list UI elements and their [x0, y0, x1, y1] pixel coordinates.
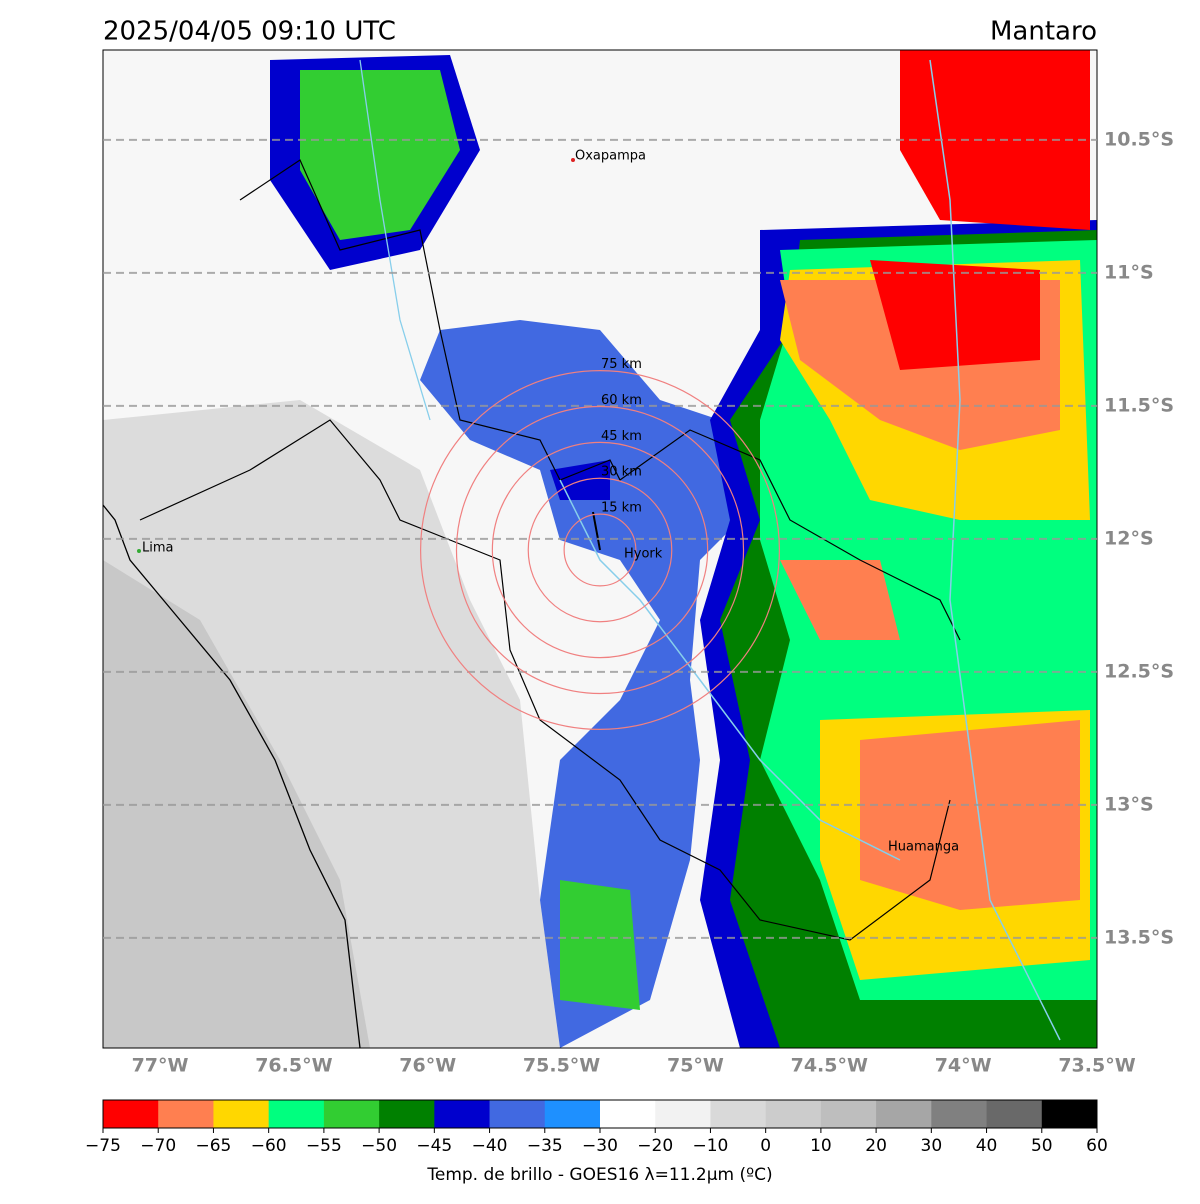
range-ring — [419, 369, 781, 731]
ring-label: 75 km — [601, 357, 642, 372]
colorbar-tick-label: −60 — [251, 1136, 287, 1156]
colorbar-bin — [655, 1100, 711, 1128]
colorbar-label: Temp. de brillo - GOES16 λ=11.2μm (ºC) — [426, 1165, 772, 1185]
title: 2025/04/05 09:10 UTC — [103, 17, 396, 47]
colorbar-bin — [876, 1100, 932, 1128]
ring-label: 30 km — [601, 465, 642, 480]
colorbar-tick-label: −35 — [527, 1136, 563, 1156]
range-ring — [455, 405, 745, 695]
colorbar-tick-label: 40 — [976, 1136, 998, 1156]
colorbar-tick-label: −55 — [306, 1136, 342, 1156]
colorbar-tick-label: −45 — [416, 1136, 452, 1156]
colorbar-bin — [323, 1100, 380, 1128]
lon-label: 74°W — [935, 1055, 992, 1077]
range-ring — [563, 513, 637, 587]
lon-label: 74.5°W — [791, 1055, 868, 1077]
lon-label: 76.5°W — [255, 1055, 332, 1077]
colorbar-tick-label: 0 — [760, 1136, 771, 1156]
colorbar-tick-label: −70 — [140, 1136, 176, 1156]
colorbar-tick-label: −40 — [472, 1136, 508, 1156]
map-frame — [102, 49, 1098, 1049]
colorbar-bin — [213, 1100, 270, 1128]
colorbar-bin — [489, 1100, 546, 1128]
colorbar-tick-label: −65 — [195, 1136, 231, 1156]
ring-label: 60 km — [601, 393, 642, 408]
colorbar-bin — [379, 1100, 435, 1128]
colorbar-bin — [1041, 1100, 1098, 1128]
lat-label: 12°S — [1104, 527, 1154, 549]
lat-label: 10.5°S — [1104, 128, 1174, 150]
map-background — [103, 50, 1097, 1048]
colorbar-tick-label: 20 — [865, 1136, 887, 1156]
colorbar-tick-label: −10 — [692, 1136, 728, 1156]
ring-label: 15 km — [601, 501, 642, 516]
colorbar-tick-label: 10 — [810, 1136, 832, 1156]
range-ring — [527, 477, 673, 623]
colorbar-bin — [103, 1100, 159, 1128]
lat-label: 11.5°S — [1104, 394, 1174, 416]
colorbar-bin — [268, 1100, 325, 1128]
place-label: Huamanga — [888, 840, 959, 855]
colorbar-tick-label: −75 — [85, 1136, 121, 1156]
colorbar-tick-label: 60 — [1086, 1136, 1108, 1156]
colorbar-bin — [544, 1100, 601, 1128]
range-ring — [491, 441, 709, 659]
place-label: Lima — [142, 541, 173, 556]
lon-label: 73.5°W — [1058, 1055, 1135, 1077]
place-label: Oxapampa — [575, 149, 646, 164]
place-label: Hyork — [624, 547, 663, 562]
colorbar-bin — [434, 1100, 491, 1128]
lon-label: 75.5°W — [523, 1055, 600, 1077]
colorbar-bin — [931, 1100, 988, 1128]
lat-label: 12.5°S — [1104, 660, 1174, 682]
colorbar-bin — [765, 1100, 822, 1128]
lon-label: 76°W — [399, 1055, 456, 1077]
lon-label: 75°W — [667, 1055, 724, 1077]
ring-label: 45 km — [601, 429, 642, 444]
colorbar-bin — [158, 1100, 214, 1128]
colorbar-tick-label: −50 — [361, 1136, 397, 1156]
lat-label: 13°S — [1104, 793, 1154, 815]
place-dot — [571, 158, 575, 162]
colorbar-tick-label: 30 — [921, 1136, 943, 1156]
colorbar-bin — [820, 1100, 877, 1128]
region: Mantaro — [990, 17, 1097, 47]
colorbar-tick-label: −20 — [637, 1136, 673, 1156]
colorbar-tick-label: −30 — [582, 1136, 618, 1156]
colorbar-tick-label: 50 — [1031, 1136, 1053, 1156]
place-dot — [137, 549, 141, 553]
lat-label: 13.5°S — [1104, 926, 1174, 948]
colorbar-bin — [710, 1100, 767, 1128]
lat-label: 11°S — [1104, 261, 1154, 283]
colorbar-bin — [986, 1100, 1043, 1128]
lon-label: 77°W — [132, 1055, 189, 1077]
colorbar-bin — [600, 1100, 656, 1128]
